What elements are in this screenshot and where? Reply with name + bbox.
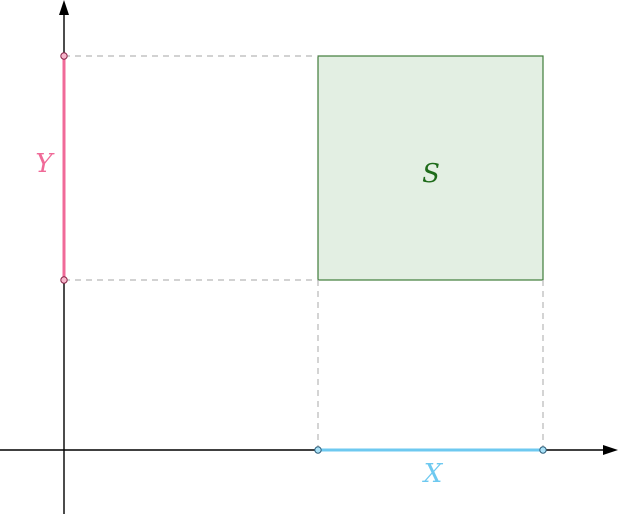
label-y: Y: [35, 149, 55, 179]
segment-y-bottom-point-icon: [60, 276, 68, 284]
label-s: S: [422, 159, 440, 189]
region-s: [317, 55, 544, 281]
label-x: X: [422, 459, 444, 489]
guide-lines: [64, 55, 544, 450]
segment-y-top-point-icon: [60, 52, 68, 60]
y-axis-arrowhead-icon: [59, 0, 69, 15]
x-axis-arrowhead-icon: [603, 445, 618, 455]
segment-x-start-point-icon: [314, 446, 322, 454]
segment-x-end-point-icon: [539, 446, 547, 454]
